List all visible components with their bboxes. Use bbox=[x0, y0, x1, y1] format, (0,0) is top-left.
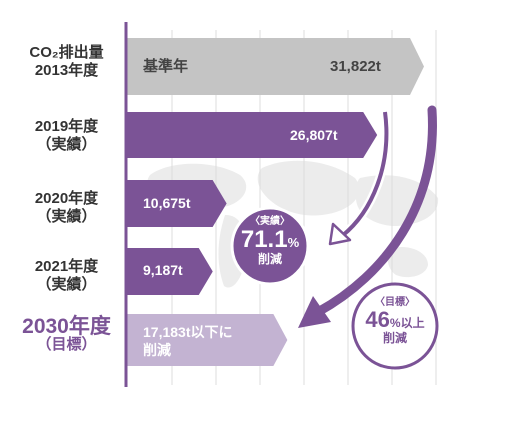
row-label-2030: 2030年度 （目標） bbox=[14, 315, 119, 354]
map-shape bbox=[387, 246, 428, 278]
target-reduction-badge: 〈目標〉 46%以上 削減 bbox=[354, 297, 436, 345]
target-arrow-head bbox=[298, 296, 331, 328]
bar-2021-value-label: 9,187t bbox=[143, 262, 183, 278]
bars-layer bbox=[127, 38, 424, 366]
row-label-2013-line1: CO₂排出量 bbox=[29, 44, 104, 61]
bar-2030-value-label: 17,183t以下に bbox=[143, 324, 233, 340]
reduction-arrows bbox=[298, 105, 437, 328]
target-arrow-shaft bbox=[313, 105, 437, 317]
actual-badge-caption: 削減 bbox=[257, 252, 282, 267]
actual-badge-circle bbox=[230, 206, 310, 286]
bar-2019 bbox=[127, 112, 378, 158]
row-label-2019: 2019年度 （実績） bbox=[14, 118, 119, 154]
target-badge-value: 46 bbox=[365, 307, 390, 332]
row-label-2013-line2: 2013年度 bbox=[34, 62, 99, 79]
actual-reduction-badge: 〈実績〉 71.1% 削減 bbox=[234, 216, 306, 267]
row-label-2021-line2: （実績） bbox=[36, 276, 97, 293]
row-label-2013: CO₂排出量 2013年度 bbox=[14, 44, 119, 80]
actual-badge-value-row: 71.1% bbox=[234, 226, 306, 253]
row-label-2030-line2: （目標） bbox=[36, 336, 97, 353]
row-label-2021-line1: 2021年度 bbox=[34, 258, 99, 275]
bar-2030-value-label-line2: 削減 bbox=[143, 342, 171, 358]
target-badge-value-row: 46%以上 bbox=[354, 307, 436, 332]
bar-base-year-label: 基準年 bbox=[143, 58, 189, 75]
actual-arrow-shaft bbox=[340, 111, 389, 238]
bar-2020-value-label: 10,675t bbox=[143, 195, 191, 211]
actual-badge-value: 71.1 bbox=[240, 226, 288, 253]
actual-badge-heading: 〈実績〉 bbox=[250, 216, 290, 227]
target-badge-caption: 削減 bbox=[382, 331, 407, 346]
row-label-2021: 2021年度 （実績） bbox=[14, 258, 119, 294]
bar-2019-value-label: 26,807t bbox=[290, 127, 338, 143]
actual-arrow-head bbox=[328, 222, 352, 246]
bar-2013 bbox=[127, 38, 424, 95]
row-label-2030-line1: 2030年度 bbox=[22, 315, 111, 338]
bar-2013-value-label: 31,822t bbox=[330, 58, 381, 75]
target-badge-heading: 〈目標〉 bbox=[375, 297, 415, 308]
row-label-2020-line1: 2020年度 bbox=[34, 190, 99, 207]
bar-2020 bbox=[127, 180, 227, 227]
row-label-2019-line1: 2019年度 bbox=[34, 118, 99, 135]
actual-badge-suffix: % bbox=[287, 235, 300, 250]
target-badge-circle bbox=[351, 282, 439, 370]
bar-2021 bbox=[127, 248, 213, 295]
row-label-2020-line2: （実績） bbox=[36, 208, 97, 225]
bar-2030 bbox=[127, 314, 288, 366]
map-shape bbox=[257, 160, 360, 216]
target-badge-suffix: %以上 bbox=[389, 316, 425, 330]
badge-circles bbox=[230, 206, 439, 370]
row-label-2020: 2020年度 （実績） bbox=[14, 190, 119, 226]
row-label-2019-line2: （実績） bbox=[36, 136, 97, 153]
